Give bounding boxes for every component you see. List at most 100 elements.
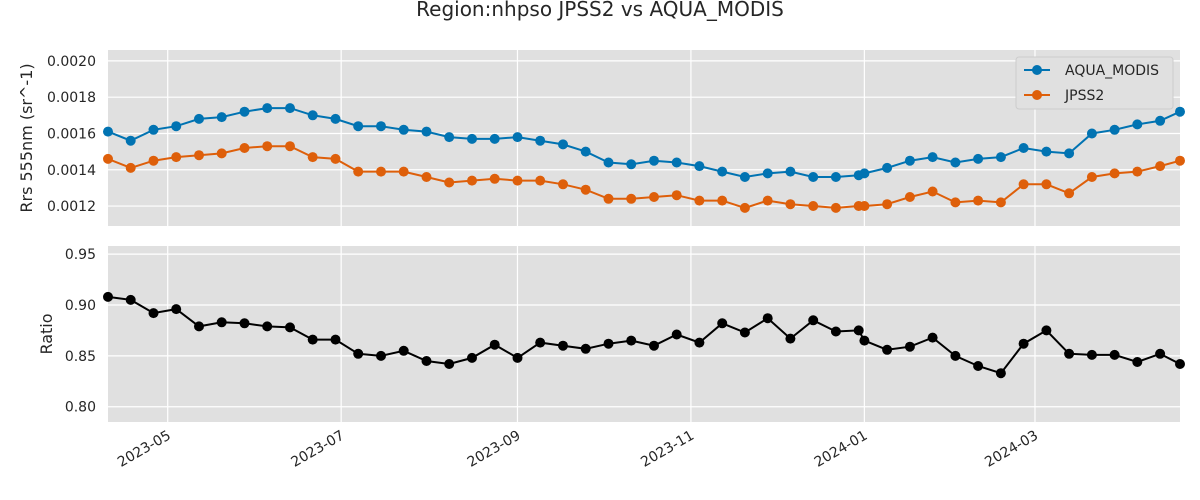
data-point-aqua-modis [859, 168, 870, 179]
data-point-jpss2 [444, 177, 455, 188]
rrs-plot-area [108, 50, 1180, 226]
data-point-ratio [853, 325, 864, 336]
legend-label-aqua-modis: AQUA_MODIS [1065, 63, 1159, 79]
data-point-aqua-modis [882, 162, 893, 173]
data-point-aqua-modis [467, 133, 477, 144]
data-point-ratio [194, 321, 204, 332]
data-point-jpss2 [1041, 179, 1052, 190]
data-point-aqua-modis [830, 172, 841, 182]
data-point-aqua-modis [194, 113, 204, 124]
legend-marker-jpss2 [1032, 90, 1042, 100]
data-point-ratio [603, 338, 614, 349]
data-point-ratio [580, 343, 591, 354]
figure-title: Region:nhpso JPSS2 vs AQUA_MODIS [416, 0, 784, 21]
data-point-aqua-modis [671, 157, 682, 168]
data-point-aqua-modis [1018, 143, 1029, 153]
data-point-ratio [285, 322, 295, 333]
data-point-aqua-modis [1175, 106, 1185, 117]
data-point-jpss2 [671, 190, 682, 201]
data-point-jpss2 [558, 179, 568, 190]
data-point-ratio [489, 339, 500, 350]
data-point-ratio [398, 345, 409, 356]
rrs-y-tick-label: 0.0020 [47, 54, 96, 70]
data-point-ratio [1155, 348, 1166, 359]
data-point-ratio [1132, 357, 1143, 367]
data-point-ratio [717, 318, 728, 329]
ratio-y-tick-labels: 0.80 0.85 0.90 0.95 [65, 247, 96, 416]
data-point-aqua-modis [1041, 146, 1052, 157]
data-point-ratio [995, 368, 1006, 379]
data-point-aqua-modis [171, 121, 182, 132]
data-point-aqua-modis [1064, 148, 1075, 159]
rrs-y-axis-label: Rrs 555nm (sr^-1) [17, 63, 36, 212]
ratio-series [103, 291, 1185, 379]
data-point-jpss2 [512, 175, 523, 186]
data-point-jpss2 [694, 195, 705, 206]
rrs-y-tick-label: 0.0014 [47, 163, 96, 179]
data-point-aqua-modis [649, 155, 659, 166]
data-point-aqua-modis [973, 153, 984, 164]
ratio-y-axis-label: Ratio [37, 313, 56, 354]
data-point-jpss2 [376, 166, 386, 177]
data-point-jpss2 [1064, 188, 1075, 199]
rrs-y-tick-label: 0.0012 [47, 199, 96, 215]
data-point-aqua-modis [739, 172, 750, 182]
data-point-jpss2 [535, 175, 546, 186]
data-point-jpss2 [330, 153, 341, 164]
data-point-ratio [927, 332, 938, 343]
data-point-ratio [882, 344, 893, 355]
data-point-jpss2 [626, 193, 637, 204]
ratio-y-tick-label: 0.90 [65, 298, 96, 314]
data-point-jpss2 [830, 202, 841, 213]
data-point-jpss2 [1086, 172, 1097, 182]
legend-label-jpss2: JPSS2 [1064, 88, 1104, 104]
data-point-aqua-modis [1132, 119, 1143, 130]
data-point-ratio [103, 291, 113, 302]
data-point-ratio [626, 335, 637, 346]
data-point-jpss2 [950, 197, 961, 208]
data-point-jpss2 [904, 192, 915, 202]
data-point-ratio [739, 327, 750, 338]
data-point-ratio [694, 337, 705, 348]
data-point-ratio [307, 334, 318, 345]
data-point-jpss2 [285, 141, 295, 152]
ratio-y-tick-label: 0.80 [65, 400, 96, 416]
data-point-ratio [1109, 349, 1120, 360]
rrs-y-tick-label: 0.0016 [47, 126, 96, 142]
data-point-ratio [148, 308, 159, 319]
data-point-ratio [950, 350, 961, 361]
rrs-series [103, 103, 1185, 213]
data-point-ratio [1041, 325, 1052, 336]
data-point-jpss2 [421, 172, 432, 182]
data-point-ratio [262, 321, 273, 332]
data-point-ratio [1018, 338, 1029, 349]
data-point-jpss2 [194, 150, 204, 161]
ratio-y-tick-label: 0.85 [65, 349, 96, 365]
data-point-ratio [558, 340, 568, 351]
data-point-jpss2 [262, 141, 273, 152]
ratio-grid [108, 246, 1180, 422]
data-point-jpss2 [148, 155, 159, 166]
data-point-ratio [859, 335, 870, 346]
data-point-aqua-modis [398, 124, 409, 135]
data-point-aqua-modis [307, 110, 318, 121]
data-point-aqua-modis [444, 132, 455, 143]
data-point-aqua-modis [808, 172, 819, 182]
data-point-jpss2 [489, 173, 500, 184]
data-point-aqua-modis [626, 159, 637, 170]
data-point-ratio [353, 348, 364, 359]
data-point-aqua-modis [376, 121, 386, 132]
data-point-jpss2 [859, 201, 870, 211]
data-point-ratio [1086, 349, 1097, 360]
data-point-jpss2 [1175, 155, 1185, 166]
data-point-ratio [421, 356, 432, 366]
data-point-jpss2 [1155, 161, 1166, 172]
data-point-aqua-modis [717, 166, 728, 177]
data-point-jpss2 [125, 162, 136, 173]
data-point-ratio [904, 341, 915, 352]
data-point-aqua-modis [103, 126, 113, 137]
data-point-jpss2 [1018, 179, 1029, 190]
data-point-jpss2 [398, 166, 409, 177]
data-point-aqua-modis [262, 103, 273, 114]
